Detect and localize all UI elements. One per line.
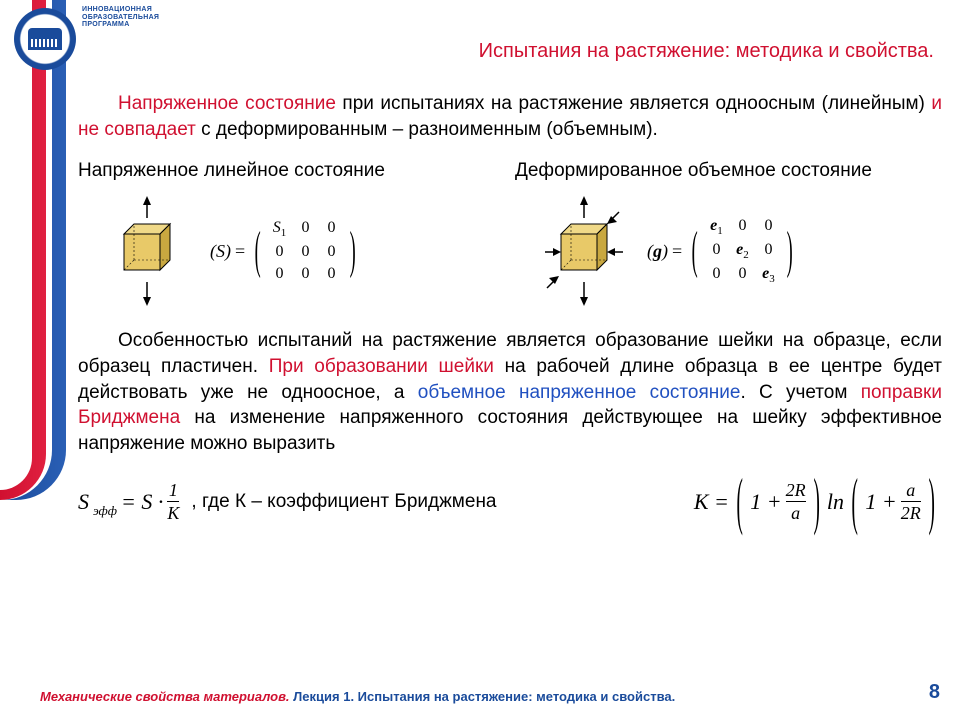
- bridgman-note: , где К – коэффициент Бриджмена: [191, 491, 496, 513]
- strain-state-column: Деформированное объемное состояние: [515, 160, 942, 306]
- program-badge: ИННОВАЦИОННАЯ ОБРАЗОВАТЕЛЬНАЯ ПРОГРАММА: [82, 6, 159, 29]
- stress-tensor-formula: (S) = ( S100 000 000 ): [210, 217, 362, 285]
- stress-state-column: Напряженное линейное состояние: [78, 160, 505, 306]
- page-number: 8: [929, 681, 940, 704]
- cube-uniaxial-icon: [102, 196, 192, 306]
- cube-triaxial-icon: [539, 196, 629, 306]
- university-logo: [14, 8, 76, 70]
- paragraph-1: Напряженное состояние при испытаниях на …: [78, 91, 942, 142]
- left-border-stripes: [0, 0, 70, 720]
- slide-title: Испытания на растяжение: методика и свой…: [78, 40, 942, 63]
- footer-course: Механические свойства материалов.: [40, 689, 290, 704]
- strain-tensor-formula: (g) = ( e100 0e20 00e3 ): [647, 215, 799, 288]
- paragraph-2: Особенностью испытаний на растяжение явл…: [78, 328, 942, 456]
- footer: Механические свойства материалов. Лекция…: [40, 681, 940, 704]
- bridgman-coefficient-formula: K = ( 1 +2Ra ) ln ( 1 +a2R ): [694, 474, 942, 528]
- effective-stress-formula: Sэфф = S · 1K: [78, 481, 179, 522]
- footer-lecture: Лекция 1. Испытания на растяжение: метод…: [293, 689, 675, 704]
